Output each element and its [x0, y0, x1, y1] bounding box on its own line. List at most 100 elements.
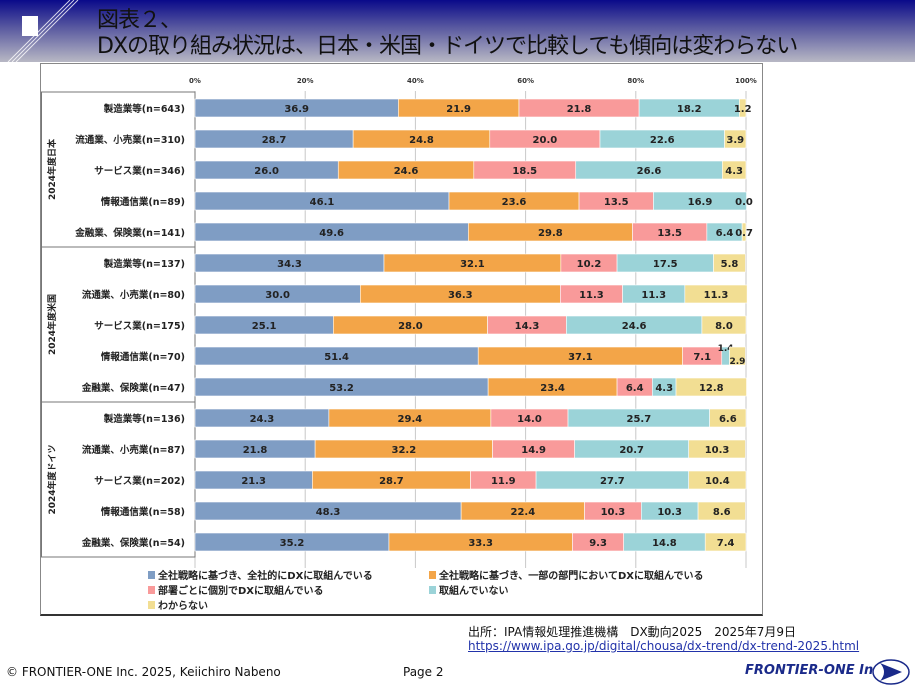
x-tick-label: 80% — [627, 77, 644, 85]
bar-segment — [741, 222, 747, 242]
category-label: 情報通信業(n=89) — [100, 196, 185, 208]
data-label: 16.9 — [688, 197, 713, 208]
data-label: 23.4 — [540, 383, 565, 394]
data-label: 21.8 — [567, 104, 592, 115]
data-label: 10.2 — [577, 259, 602, 270]
data-label: 5.8 — [721, 259, 739, 270]
data-label: 13.5 — [604, 197, 629, 208]
bar-segment — [684, 284, 748, 304]
group-label: 2024年度ドイツ — [46, 444, 58, 514]
data-label: 36.3 — [448, 290, 473, 301]
data-label: 48.3 — [316, 507, 341, 518]
chart-frame: 0% 20% 40% 60% 80% 100% 2024年度日本 製造業等(n=643) 36.… — [40, 63, 763, 616]
category-label: 製造業等(n=643) — [103, 103, 185, 115]
data-label: 37.1 — [568, 352, 593, 363]
company-logo-icon — [872, 659, 910, 685]
data-label: 11.3 — [579, 290, 604, 301]
legend-item-1: 全社戦略に基づき、全社的にDXに取組んでいる — [148, 567, 373, 582]
bar-segment — [675, 377, 747, 397]
legend-swatch — [148, 600, 155, 609]
data-label: 21.9 — [446, 104, 471, 115]
legend-item-3: 部署ごとに個別でDXに取組んでいる — [148, 582, 324, 597]
data-label: 18.5 — [512, 166, 537, 177]
data-label: 33.3 — [468, 538, 493, 549]
bar-segment — [709, 408, 747, 428]
data-label: 10.3 — [601, 507, 626, 518]
data-label: 17.5 — [653, 259, 678, 270]
data-label: 8.6 — [713, 507, 731, 518]
legend-swatch — [148, 570, 155, 579]
copyright: © FRONTIER-ONE Inc. 2025, Keiichiro Nabe… — [6, 665, 281, 679]
data-label: 28.7 — [262, 135, 287, 146]
category-label: 流通業、小売業(n=87) — [82, 444, 185, 456]
data-label: 20.7 — [619, 445, 644, 456]
data-label: 53.2 — [329, 383, 354, 394]
legend-item-4: 取組んでいない — [429, 582, 509, 597]
x-tick-label: 20% — [297, 77, 314, 85]
category-label: 流通業、小売業(n=310) — [75, 134, 185, 146]
data-label: 14.8 — [652, 538, 677, 549]
data-label: 29.4 — [398, 414, 423, 425]
data-label: 0.0 — [735, 197, 753, 208]
legend-label: 全社戦略に基づき、一部の部門においてDXに取組んでいる — [439, 571, 704, 582]
data-label: 30.0 — [265, 290, 290, 301]
data-label: 10.4 — [705, 476, 730, 487]
data-label: 35.2 — [280, 538, 305, 549]
bar-segment — [653, 191, 747, 211]
data-label: 22.6 — [650, 135, 675, 146]
category-label: 金融業、保険業(n=47) — [81, 382, 185, 394]
data-label: 1.4 — [718, 344, 734, 354]
category-label: サービス業(n=346) — [94, 165, 185, 177]
bar-segment — [701, 315, 747, 335]
data-label: 32.2 — [391, 445, 416, 456]
bar-segment — [729, 346, 746, 366]
category-label: 金融業、保険業(n=141) — [74, 227, 185, 239]
slide-title-line1: 図表２、 — [97, 8, 182, 33]
data-label: 21.8 — [243, 445, 268, 456]
data-label: 24.6 — [622, 321, 647, 332]
x-tick-label: 100% — [735, 77, 757, 85]
legend-label: 全社戦略に基づき、全社的にDXに取組んでいる — [158, 571, 373, 582]
x-tick-label: 0% — [189, 77, 201, 85]
legend-swatch — [429, 585, 436, 594]
x-tick-label: 60% — [517, 77, 534, 85]
data-label: 24.8 — [409, 135, 434, 146]
data-label: 6.6 — [719, 414, 737, 425]
data-label: 32.1 — [460, 259, 485, 270]
group-label: 2024年度日本 — [46, 138, 58, 200]
data-label: 6.4 — [716, 228, 734, 239]
legend-swatch — [148, 585, 155, 594]
page-number: Page 2 — [403, 665, 444, 679]
legend-item-5: わからない — [148, 597, 208, 612]
data-label: 4.3 — [725, 166, 743, 177]
data-label: 11.3 — [641, 290, 666, 301]
data-label: 22.4 — [511, 507, 536, 518]
category-label: 流通業、小売業(n=80) — [82, 289, 185, 301]
group-label: 2024年度米国 — [46, 294, 58, 355]
data-label: 7.1 — [693, 352, 711, 363]
data-label: 7.4 — [717, 538, 735, 549]
data-label: 28.7 — [379, 476, 404, 487]
data-label: 1.2 — [734, 104, 752, 115]
bar-segment — [722, 160, 747, 180]
data-label: 36.9 — [284, 104, 309, 115]
data-label: 26.6 — [637, 166, 662, 177]
bar-segment — [704, 532, 747, 552]
bar-segment — [713, 253, 746, 273]
data-label: 0.7 — [735, 228, 753, 239]
category-label: 情報通信業(n=70) — [100, 351, 185, 363]
category-label: 製造業等(n=136) — [103, 413, 185, 425]
category-label: 情報通信業(n=58) — [100, 506, 185, 518]
bar-segment — [724, 129, 747, 149]
source-link[interactable]: https://www.ipa.go.jp/digital/chousa/dx-… — [468, 639, 860, 653]
data-label: 28.0 — [398, 321, 423, 332]
data-label: 11.9 — [491, 476, 516, 487]
data-label: 24.3 — [250, 414, 275, 425]
data-label: 51.4 — [324, 352, 349, 363]
data-label: 14.3 — [515, 321, 540, 332]
category-label: サービス業(n=202) — [94, 475, 185, 487]
bar-segment — [688, 439, 746, 459]
data-label: 46.1 — [310, 197, 335, 208]
category-label: サービス業(n=175) — [94, 320, 185, 332]
data-label: 26.0 — [254, 166, 279, 177]
